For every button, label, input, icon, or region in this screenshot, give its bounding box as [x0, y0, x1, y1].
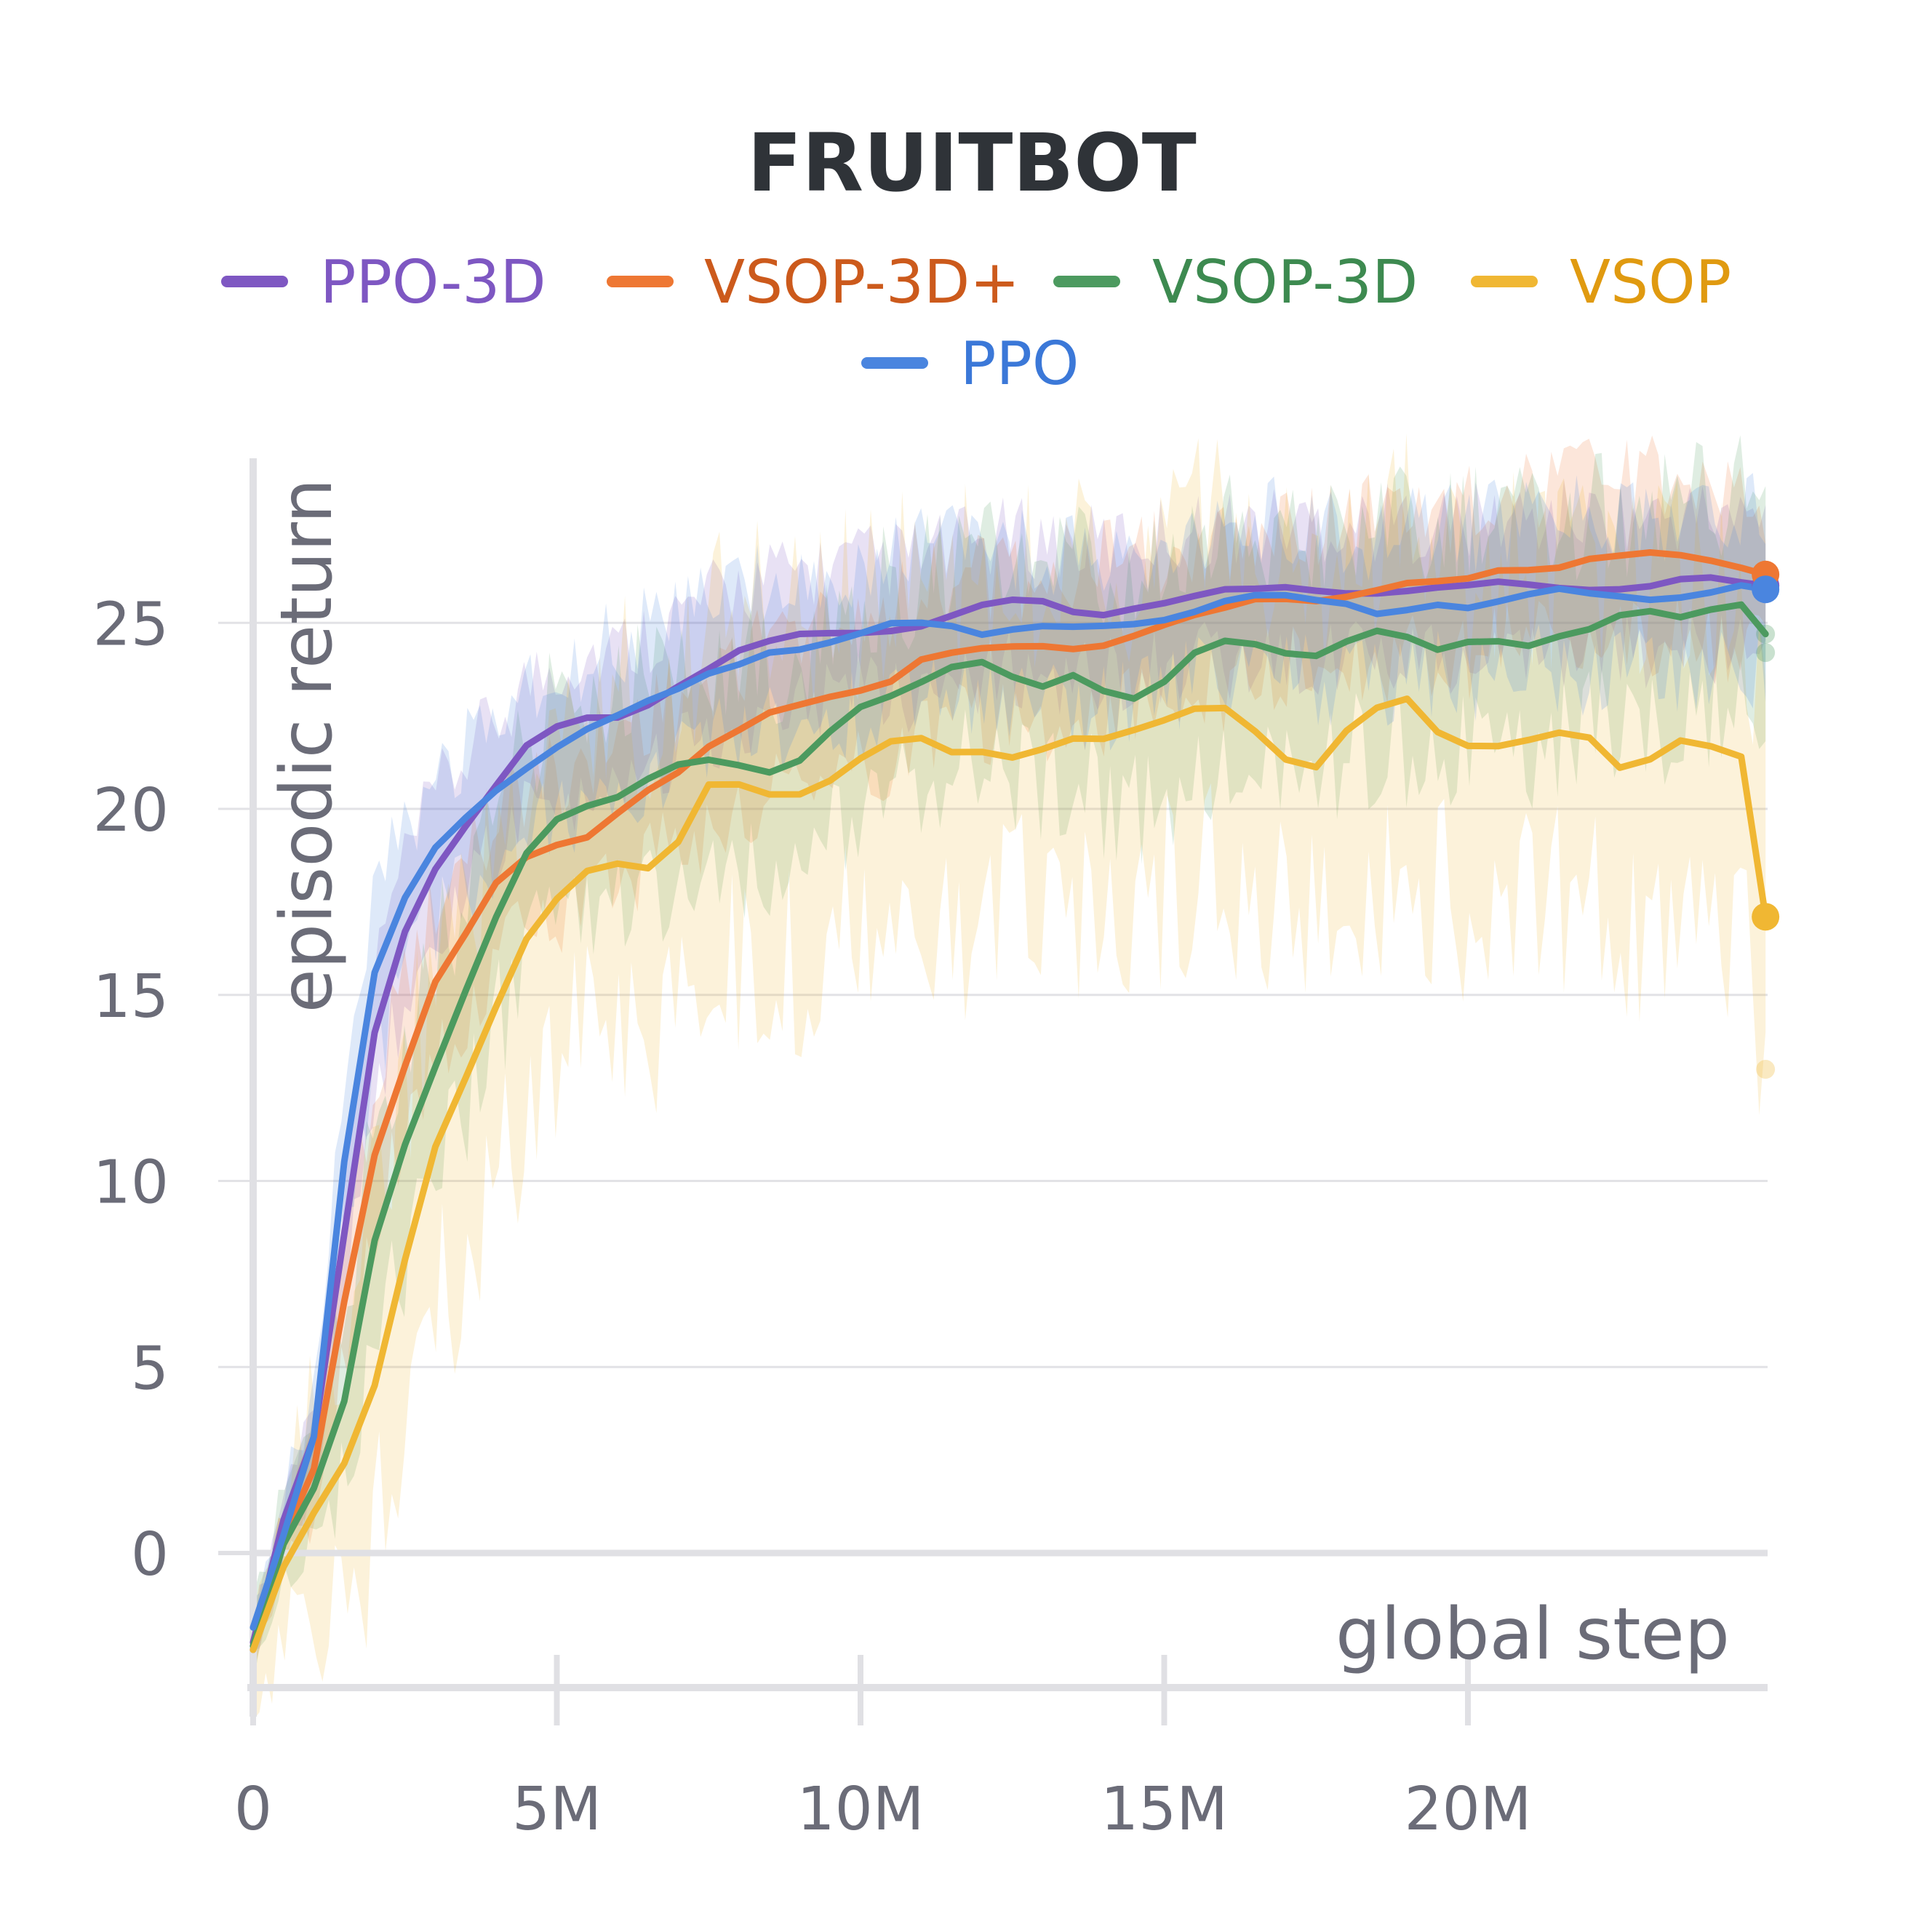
- x-tick-label-0: 0: [234, 1775, 272, 1844]
- legend: PPO-3D VSOP-3D+ VSOP-3D VSOP PPO: [221, 248, 1731, 399]
- y-tick-label-10: 10: [93, 1149, 169, 1218]
- end-marker-vsop: [1752, 903, 1780, 931]
- x-tick-label-5M: 5M: [512, 1775, 602, 1844]
- x-tick-label-15M: 15M: [1101, 1775, 1228, 1844]
- line-ppo: [250, 582, 1769, 1631]
- end-marker-vsop-faded: [1756, 1060, 1776, 1079]
- chart-title: FRUITBOT: [747, 116, 1197, 209]
- legend-label-ppo-3d: PPO-3D: [320, 248, 546, 317]
- band-vsop: [253, 433, 1766, 1721]
- y-tick-label-25: 25: [93, 590, 169, 659]
- x-tick-label-10M: 10M: [797, 1775, 924, 1844]
- y-axis-label: episodic return: [266, 479, 348, 1013]
- series-lines: [250, 549, 1769, 1653]
- y-tick-label-15: 15: [93, 962, 169, 1031]
- legend-label-vsop-3d: VSOP-3D: [1152, 248, 1418, 317]
- legend-label-ppo: PPO: [960, 330, 1079, 399]
- tick-labels: 0 5 10 15 20 25 0 5M 10M 15M 20M: [93, 590, 1532, 1844]
- y-tick-label-0: 0: [131, 1520, 169, 1589]
- end-marker-vsop-3d-faded: [1756, 643, 1776, 663]
- line-vsop-3d: [250, 601, 1769, 1650]
- band-ppo: [253, 473, 1766, 1652]
- band-vsop-3d: [253, 435, 1766, 1674]
- legend-label-vsop-3d: VSOP-3D+: [704, 248, 1020, 317]
- y-tick-label-5: 5: [131, 1334, 169, 1403]
- line-vsop-3d: [250, 549, 1769, 1653]
- end-markers: [1752, 560, 1780, 1079]
- confidence-bands: [253, 433, 1766, 1721]
- grid: [218, 621, 1768, 1368]
- line-ppo-3d: [250, 574, 1769, 1646]
- x-axis-label: global step: [1336, 1593, 1730, 1676]
- axes: [218, 458, 1768, 1725]
- band-vsop-3d: [253, 435, 1766, 1686]
- line-vsop: [250, 695, 1769, 1653]
- y-tick-label-20: 20: [93, 776, 169, 845]
- end-marker-ppo: [1752, 575, 1780, 604]
- legend-label-vsop: VSOP: [1570, 248, 1731, 317]
- x-tick-label-20M: 20M: [1404, 1775, 1531, 1844]
- end-marker-vsop-3d-faded: [1756, 624, 1776, 644]
